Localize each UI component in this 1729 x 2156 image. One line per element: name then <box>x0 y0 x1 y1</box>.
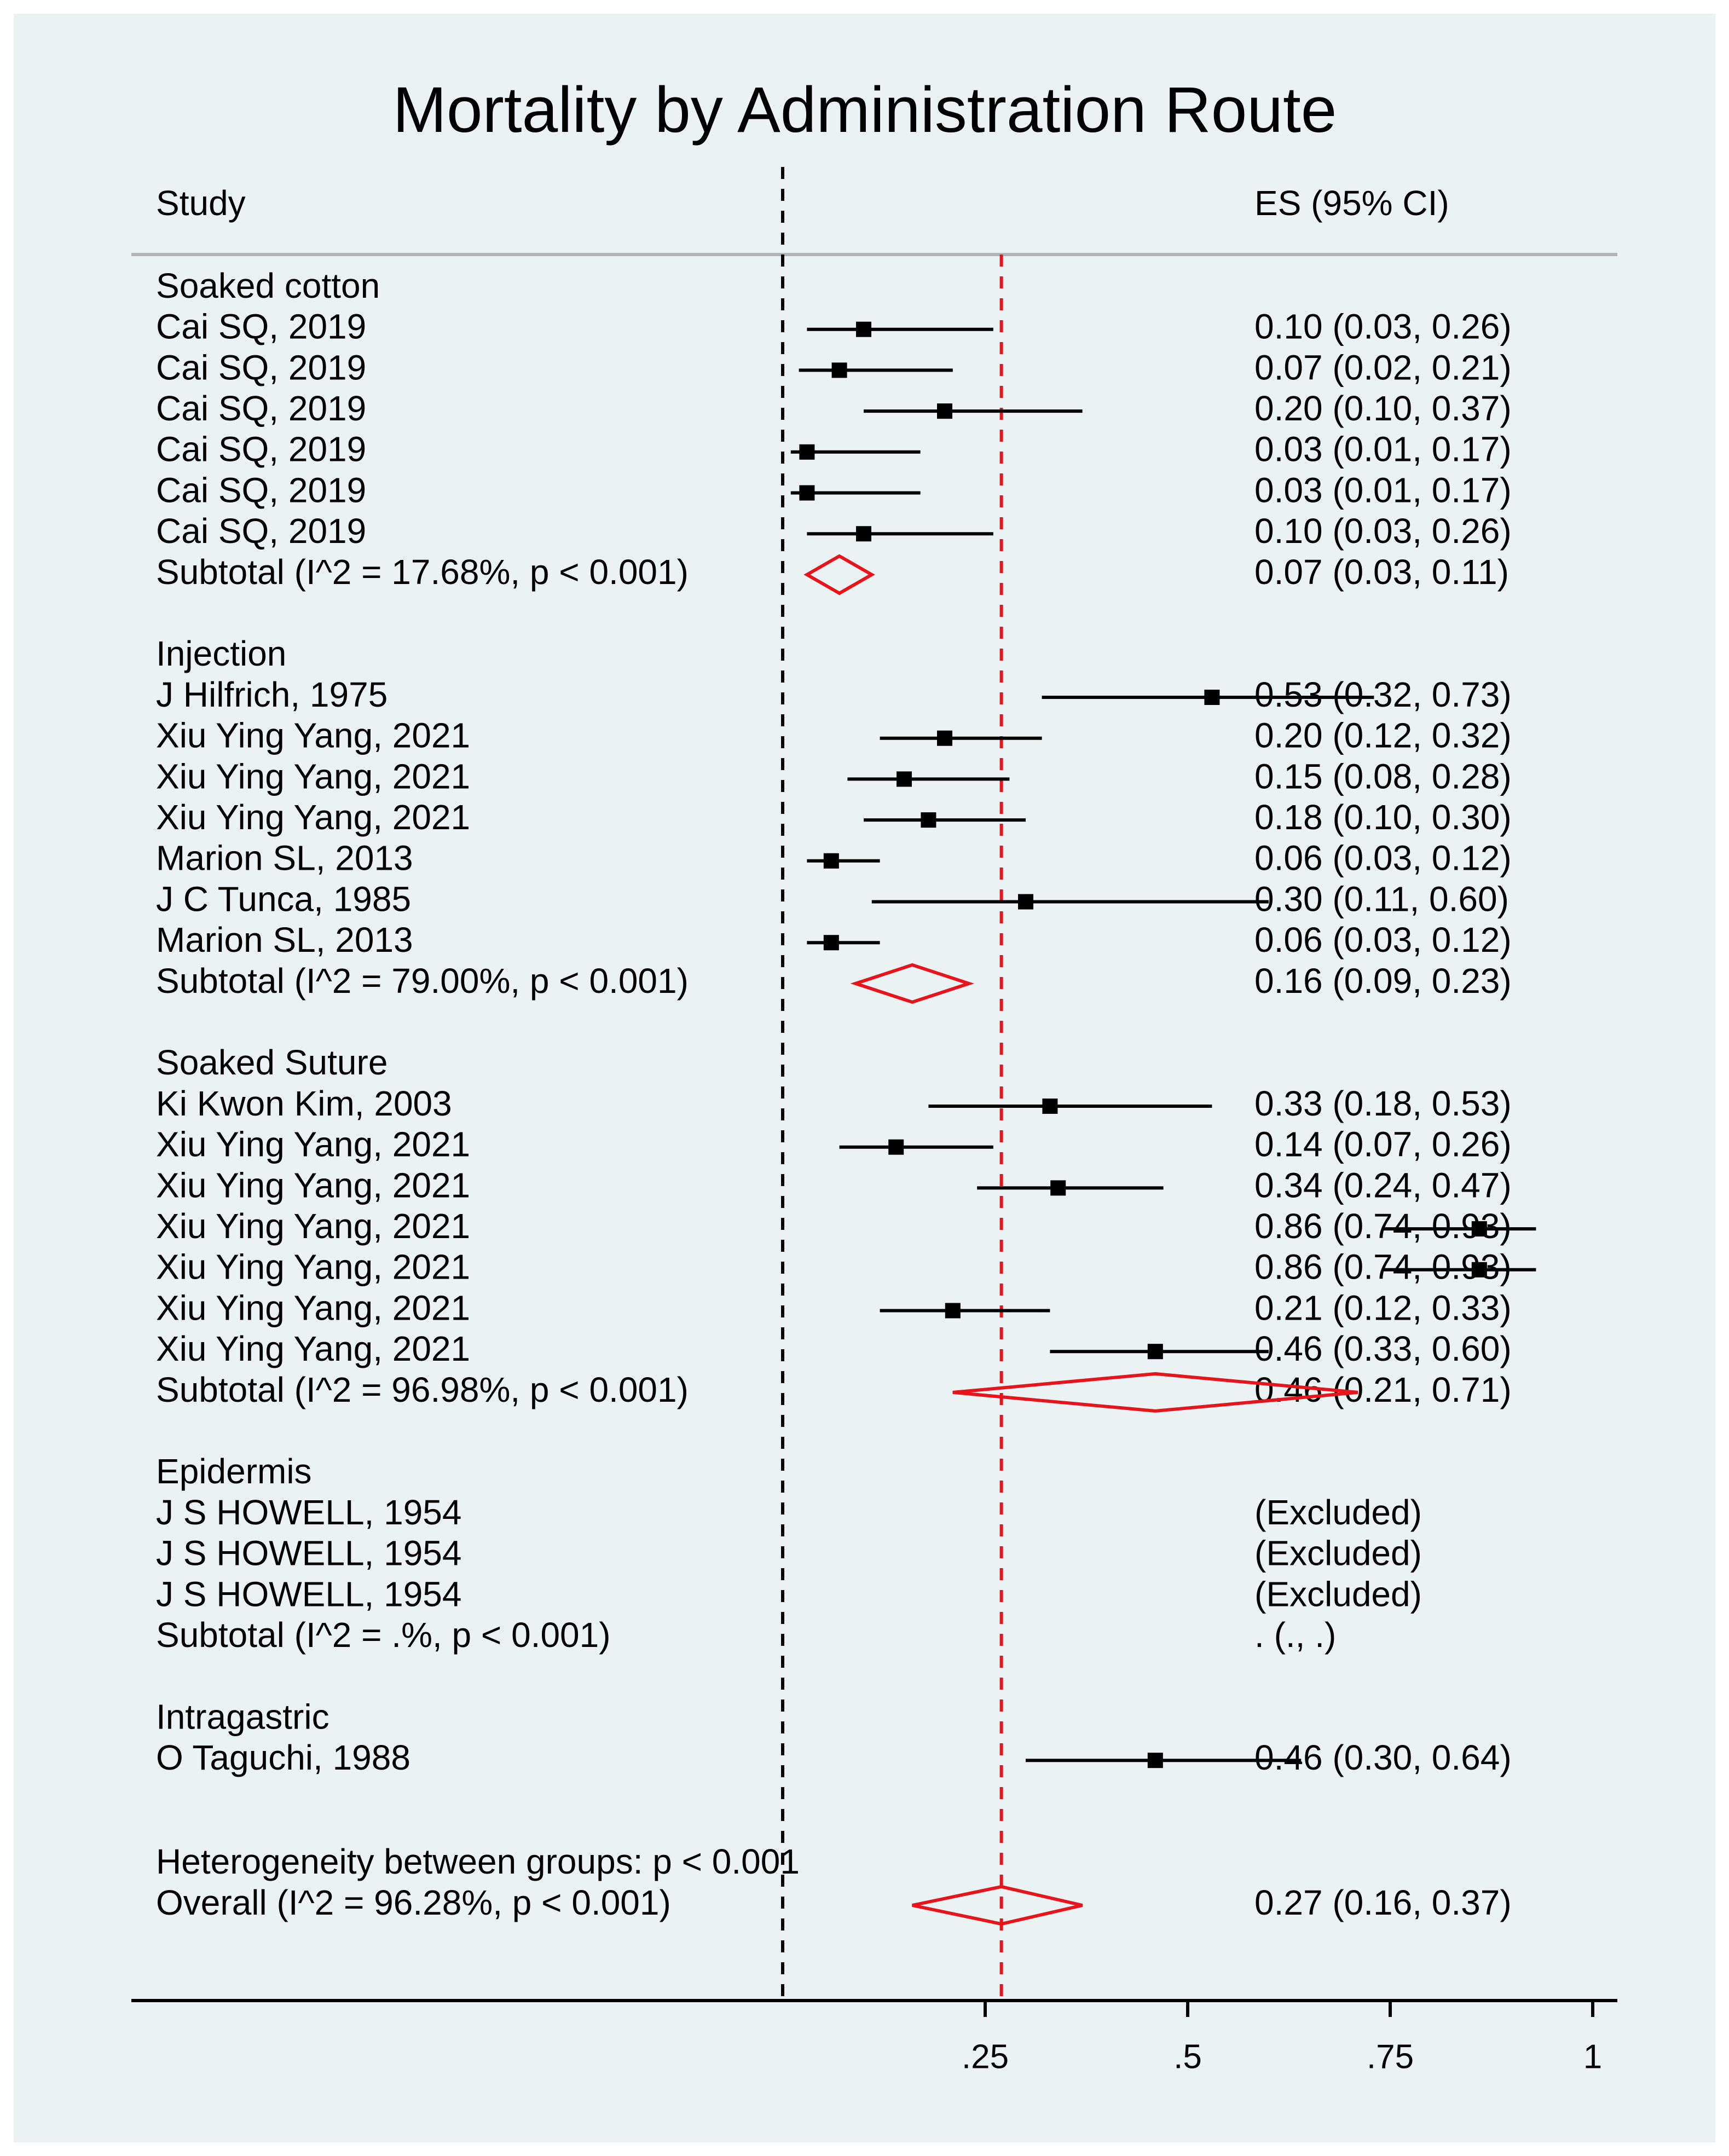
subtotal-label: Subtotal (I^2 = 96.98%, p < 0.001) <box>156 1370 689 1409</box>
subtotal-estimate-text: 0.07 (0.03, 0.11) <box>1254 552 1509 592</box>
study-label: J C Tunca, 1985 <box>156 879 411 918</box>
group-label: Soaked cotton <box>156 266 380 305</box>
study-estimate-text: 0.14 (0.07, 0.26) <box>1254 1125 1512 1164</box>
study-point-marker <box>937 403 952 419</box>
heterogeneity-text: Heterogeneity between groups: p < 0.001 <box>156 1842 800 1881</box>
study-label: J S HOWELL, 1954 <box>156 1493 461 1532</box>
study-point-marker <box>1042 1099 1058 1114</box>
study-label: Ki Kwon Kim, 2003 <box>156 1084 452 1123</box>
study-label: Xiu Ying Yang, 2021 <box>156 797 470 837</box>
study-label: Xiu Ying Yang, 2021 <box>156 1165 470 1205</box>
study-label: J S HOWELL, 1954 <box>156 1574 461 1614</box>
study-label: Cai SQ, 2019 <box>156 430 366 469</box>
study-label: Cai SQ, 2019 <box>156 511 366 551</box>
study-estimate-text: 0.06 (0.03, 0.12) <box>1254 839 1512 878</box>
study-label: O Taguchi, 1988 <box>156 1738 410 1777</box>
study-point-marker <box>1471 1262 1487 1278</box>
study-estimate-text: 0.07 (0.02, 0.21) <box>1254 348 1512 387</box>
es-column-header: ES (95% CI) <box>1254 183 1449 223</box>
study-point-marker <box>1050 1180 1066 1196</box>
chart-title: Mortality by Administration Route <box>393 74 1337 146</box>
subtotal-label: Subtotal (I^2 = .%, p < 0.001) <box>156 1615 611 1655</box>
study-estimate-text: 0.03 (0.01, 0.17) <box>1254 430 1512 469</box>
study-estimate-text: 0.03 (0.01, 0.17) <box>1254 470 1512 510</box>
x-axis-tick-label: 1 <box>1583 2038 1602 2076</box>
study-point-marker <box>937 730 952 746</box>
subtotal-diamond <box>850 963 975 1004</box>
study-estimate-text: 0.18 (0.10, 0.30) <box>1254 797 1512 837</box>
study-point-marker <box>921 812 936 828</box>
study-estimate-text: 0.86 (0.74, 0.93) <box>1254 1206 1512 1246</box>
study-estimate-text: 0.30 (0.11, 0.60) <box>1254 879 1509 918</box>
study-label: Marion SL, 2013 <box>156 839 413 878</box>
study-point-marker <box>945 1303 961 1319</box>
study-estimate-text: 0.10 (0.03, 0.26) <box>1254 307 1512 346</box>
study-label: J S HOWELL, 1954 <box>156 1534 461 1573</box>
study-label: Xiu Ying Yang, 2021 <box>156 1329 470 1368</box>
study-estimate-text: 0.21 (0.12, 0.33) <box>1254 1288 1512 1327</box>
study-label: Marion SL, 2013 <box>156 920 413 959</box>
study-point-marker <box>1018 894 1033 910</box>
study-point-marker <box>831 362 847 378</box>
study-point-marker <box>799 485 815 501</box>
subtotal-estimate-text: . (., .) <box>1254 1615 1336 1655</box>
study-point-marker <box>1471 1221 1487 1237</box>
study-estimate-text: 0.34 (0.24, 0.47) <box>1254 1165 1512 1205</box>
study-point-marker <box>856 321 871 337</box>
subtotal-label: Subtotal (I^2 = 79.00%, p < 0.001) <box>156 961 689 1001</box>
study-label: Xiu Ying Yang, 2021 <box>156 1206 470 1246</box>
study-estimate-text: 0.46 (0.33, 0.60) <box>1254 1329 1512 1368</box>
subtotal-label: Subtotal (I^2 = 17.68%, p < 0.001) <box>156 552 689 592</box>
study-label: Cai SQ, 2019 <box>156 348 366 387</box>
study-estimate-text: 0.20 (0.10, 0.37) <box>1254 389 1512 428</box>
study-estimate-text: (Excluded) <box>1254 1534 1422 1573</box>
study-point-marker <box>823 935 839 951</box>
study-estimate-text: 0.10 (0.03, 0.26) <box>1254 511 1512 551</box>
study-label: Xiu Ying Yang, 2021 <box>156 756 470 796</box>
study-point-marker <box>1147 1344 1163 1360</box>
group-label: Soaked Suture <box>156 1043 388 1082</box>
group-label: Intragastric <box>156 1697 329 1736</box>
study-point-marker <box>1147 1753 1163 1768</box>
overall-diamond <box>912 1885 1083 1926</box>
group-label: Injection <box>156 634 286 673</box>
subtotal-diamond <box>952 1372 1358 1413</box>
study-label: Xiu Ying Yang, 2021 <box>156 1125 470 1164</box>
study-estimate-text: 0.46 (0.30, 0.64) <box>1254 1738 1512 1777</box>
study-point-marker <box>1204 690 1220 705</box>
study-point-marker <box>823 853 839 869</box>
study-estimate-text: (Excluded) <box>1254 1574 1422 1614</box>
study-label: Cai SQ, 2019 <box>156 470 366 510</box>
chart-background <box>14 14 1715 2142</box>
study-point-marker <box>897 771 912 787</box>
study-estimate-text: (Excluded) <box>1254 1493 1422 1532</box>
study-label: Xiu Ying Yang, 2021 <box>156 1247 470 1287</box>
overall-estimate-text: 0.27 (0.16, 0.37) <box>1254 1883 1512 1922</box>
study-label: Xiu Ying Yang, 2021 <box>156 716 470 755</box>
study-label: J Hilfrich, 1975 <box>156 675 388 714</box>
study-estimate-text: 0.06 (0.03, 0.12) <box>1254 920 1512 959</box>
study-estimate-text: 0.20 (0.12, 0.32) <box>1254 716 1512 755</box>
study-estimate-text: 0.33 (0.18, 0.53) <box>1254 1084 1512 1123</box>
group-label: Epidermis <box>156 1452 312 1491</box>
study-point-marker <box>856 526 871 542</box>
x-axis-tick-label: .75 <box>1367 2038 1414 2076</box>
x-axis-tick-label: .5 <box>1173 2038 1202 2076</box>
x-axis-tick-label: .25 <box>962 2038 1009 2076</box>
study-label: Cai SQ, 2019 <box>156 389 366 428</box>
overall-label: Overall (I^2 = 96.28%, p < 0.001) <box>156 1883 671 1922</box>
study-estimate-text: 0.15 (0.08, 0.28) <box>1254 756 1512 796</box>
study-column-header: Study <box>156 183 246 223</box>
subtotal-diamond <box>803 554 875 596</box>
study-label: Cai SQ, 2019 <box>156 307 366 346</box>
subtotal-estimate-text: 0.16 (0.09, 0.23) <box>1254 961 1512 1001</box>
subtotal-estimate-text: 0.46 (0.21, 0.71) <box>1254 1370 1512 1409</box>
study-estimate-text: 0.53 (0.32, 0.73) <box>1254 675 1512 714</box>
study-point-marker <box>799 444 815 460</box>
study-label: Xiu Ying Yang, 2021 <box>156 1288 470 1327</box>
study-estimate-text: 0.86 (0.74, 0.93) <box>1254 1247 1512 1287</box>
study-point-marker <box>888 1139 904 1155</box>
